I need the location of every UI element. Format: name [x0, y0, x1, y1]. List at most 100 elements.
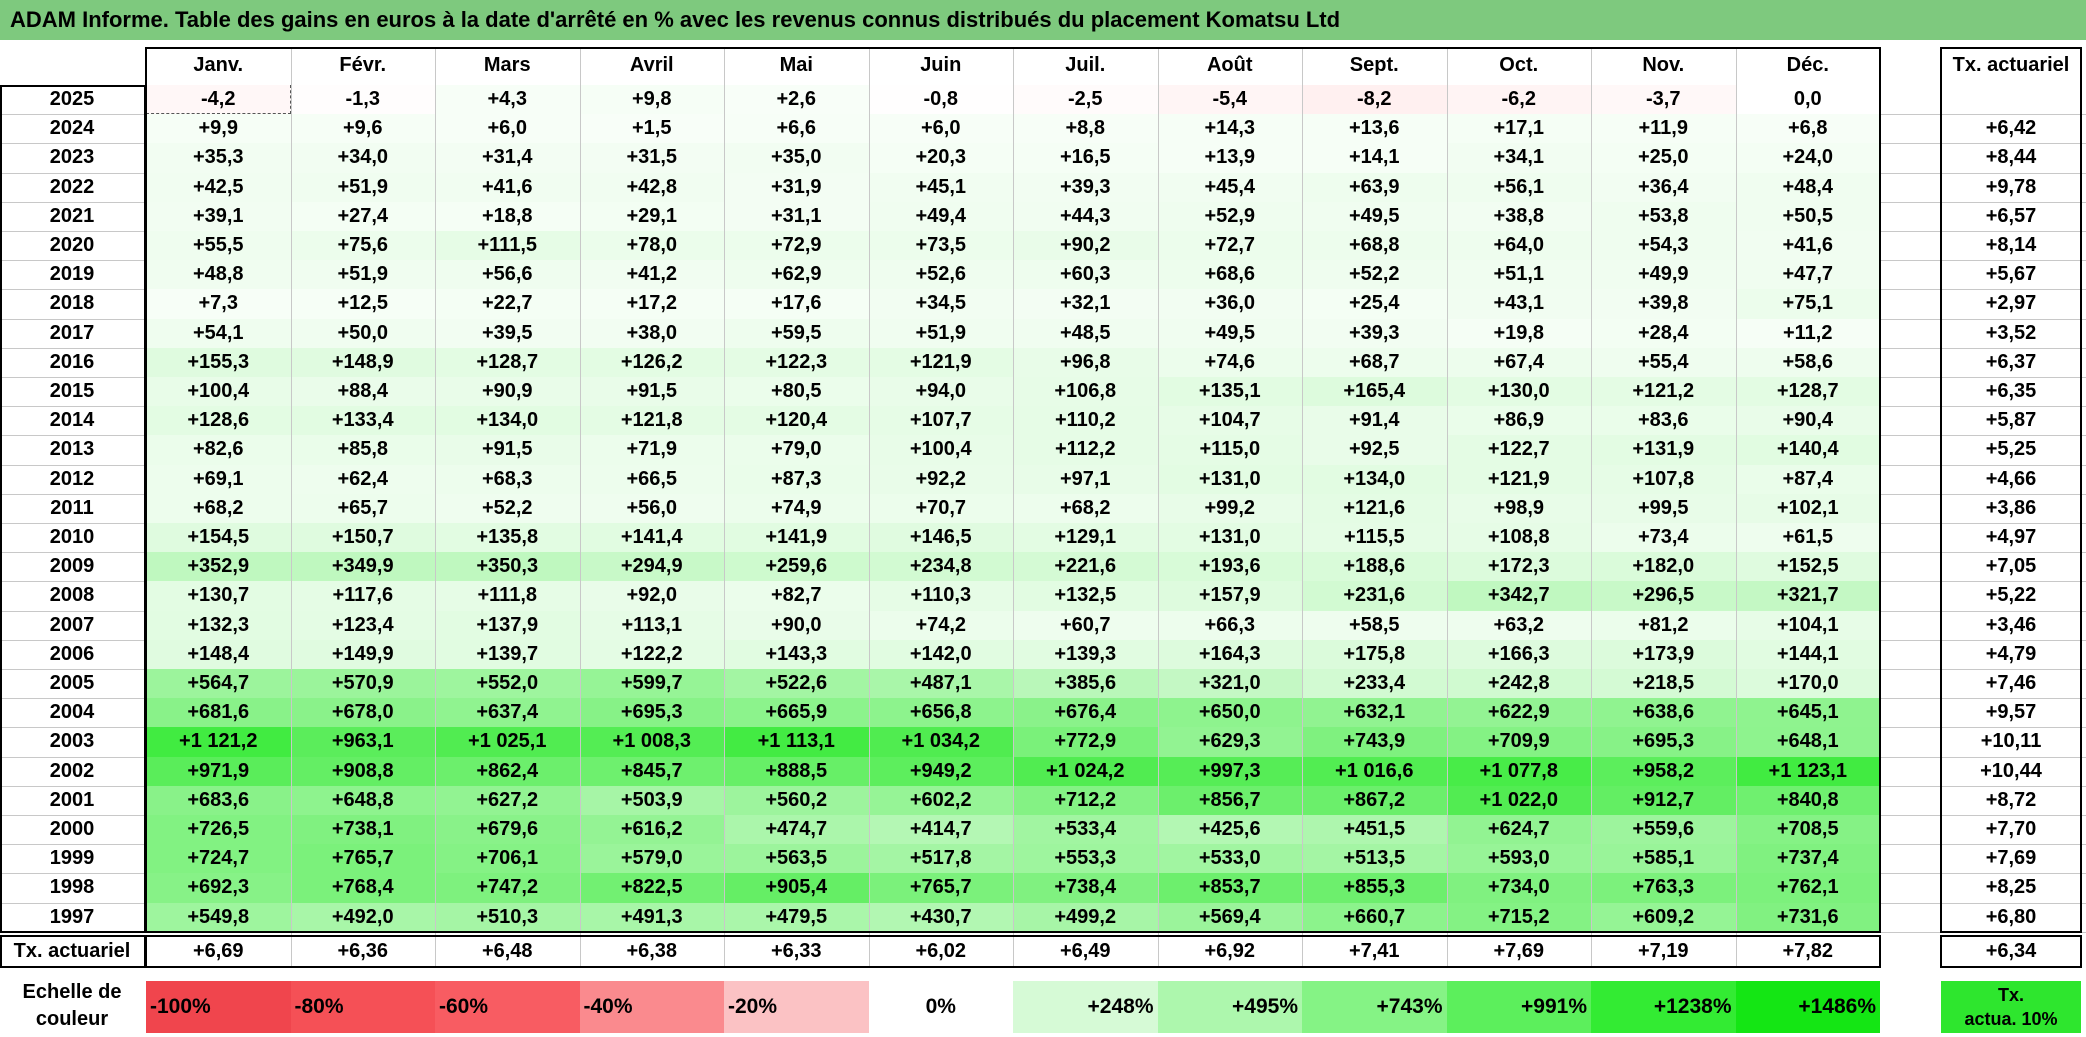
- table-cell: +552,0: [435, 669, 580, 699]
- table-cell: +11,9: [1591, 114, 1736, 144]
- table-cell: +144,1: [1735, 639, 1880, 669]
- row-rate: +4,79: [1985, 642, 2037, 665]
- table-cell: +66,3: [1157, 610, 1302, 640]
- table-cell: +148,9: [290, 347, 435, 377]
- table-cell: +25,0: [1591, 143, 1736, 173]
- table-cell: +55,4: [1591, 347, 1736, 377]
- table-cell: +172,3: [1446, 552, 1591, 582]
- table-cell: +90,2: [1013, 231, 1158, 261]
- table-cell: +553,3: [1013, 844, 1158, 874]
- table-cell: +763,3: [1591, 873, 1736, 903]
- table-cell: +1 123,1: [1735, 756, 1880, 786]
- table-cell: +107,7: [868, 406, 1013, 436]
- table-cell: +111,5: [435, 231, 580, 261]
- table-cell: +648,1: [1735, 727, 1880, 757]
- table-cell: +16,5: [1013, 143, 1158, 173]
- table-cell: +51,9: [868, 318, 1013, 348]
- table-cell: +56,1: [1446, 172, 1591, 202]
- legend-label-line2: couleur: [35, 1008, 109, 1030]
- table-cell: +765,7: [290, 844, 435, 874]
- legend-swatch: +991%: [1446, 981, 1591, 1033]
- row-rate: +6,42: [1985, 117, 2037, 140]
- table-cell: +104,7: [1157, 406, 1302, 436]
- legend-target-line1: Tx.: [1997, 985, 2024, 1005]
- table-cell: +154,5: [146, 523, 291, 553]
- table-cell: +126,2: [579, 347, 724, 377]
- table-cell: +695,3: [1591, 727, 1736, 757]
- table-cell: +85,8: [290, 435, 435, 465]
- table-cell: +738,4: [1013, 873, 1158, 903]
- table-cell: +117,6: [290, 581, 435, 611]
- table-cell: +134,0: [1302, 464, 1447, 494]
- table-cell: +949,2: [868, 756, 1013, 786]
- table-cell: +56,0: [579, 493, 724, 523]
- row-rate: +6,37: [1985, 350, 2037, 373]
- table-cell: +737,4: [1735, 844, 1880, 874]
- table-cell: +139,7: [435, 639, 580, 669]
- table-cell: +99,2: [1157, 493, 1302, 523]
- table-cell: +39,3: [1302, 318, 1447, 348]
- table-cell: +121,6: [1302, 493, 1447, 523]
- table-cell: +650,0: [1157, 698, 1302, 728]
- column-divider: [290, 47, 292, 968]
- table-cell: +9,9: [146, 114, 291, 144]
- table-cell: +87,3: [724, 464, 869, 494]
- table-cell: +42,5: [146, 172, 291, 202]
- table-cell: +128,7: [1735, 377, 1880, 407]
- table-cell: +7,3: [146, 289, 291, 319]
- table-cell: +765,7: [868, 873, 1013, 903]
- table-cell: +98,9: [1446, 493, 1591, 523]
- month-header: Août: [1206, 54, 1253, 76]
- table-cell: +20,3: [868, 143, 1013, 173]
- table-cell: +259,6: [724, 552, 869, 582]
- table-cell: +692,3: [146, 873, 291, 903]
- table-cell: +997,3: [1157, 756, 1302, 786]
- table-cell: +139,3: [1013, 639, 1158, 669]
- table-cell: +645,1: [1735, 698, 1880, 728]
- table-cell: +112,2: [1013, 435, 1158, 465]
- table-cell: +150,7: [290, 523, 435, 553]
- table-cell: +474,7: [724, 815, 869, 845]
- table-cell: +51,9: [290, 260, 435, 290]
- table-cell: +53,8: [1591, 201, 1736, 231]
- table-cell: +747,2: [435, 873, 580, 903]
- month-header: Nov.: [1642, 54, 1685, 76]
- table-cell: +68,2: [1013, 493, 1158, 523]
- year-label: 2016: [49, 350, 95, 373]
- rate-header: Tx. actuariel: [1952, 54, 2070, 76]
- table-cell: +492,0: [290, 902, 435, 932]
- table-cell: -0,8: [868, 85, 1013, 115]
- table-cell: +622,9: [1446, 698, 1591, 728]
- table-cell: +100,4: [146, 377, 291, 407]
- year-label: 2011: [50, 496, 94, 519]
- table-cell: +491,3: [579, 902, 724, 932]
- table-cell: +638,6: [1591, 698, 1736, 728]
- table-cell: +13,6: [1302, 114, 1447, 144]
- table-cell: +39,3: [1013, 172, 1158, 202]
- table-cell: +134,0: [435, 406, 580, 436]
- table-cell: +54,3: [1591, 231, 1736, 261]
- table-cell: +146,5: [868, 523, 1013, 553]
- table-cell: +32,1: [1013, 289, 1158, 319]
- table-cell: +68,8: [1302, 231, 1447, 261]
- table-cell: +6,0: [868, 114, 1013, 144]
- table-cell: +708,5: [1735, 815, 1880, 845]
- table-cell: +321,7: [1735, 581, 1880, 611]
- column-divider: [1157, 47, 1159, 968]
- table-cell: +182,0: [1591, 552, 1736, 582]
- table-cell: +1 025,1: [435, 727, 580, 757]
- table-cell: +430,7: [868, 902, 1013, 932]
- table-cell: +517,8: [868, 844, 1013, 874]
- table-cell: +143,3: [724, 639, 869, 669]
- table-cell: -2,5: [1013, 85, 1158, 115]
- table-cell: +905,4: [724, 873, 869, 903]
- month-header: Juil.: [1065, 54, 1106, 76]
- table-cell: +86,9: [1446, 406, 1591, 436]
- table-cell: +724,7: [146, 844, 291, 874]
- row-rate: +9,78: [1985, 175, 2037, 198]
- year-label: 2022: [49, 175, 95, 198]
- table-cell: +61,5: [1735, 523, 1880, 553]
- table-cell: +1 016,6: [1302, 756, 1447, 786]
- table-cell: +48,4: [1735, 172, 1880, 202]
- table-cell: -8,2: [1302, 85, 1447, 115]
